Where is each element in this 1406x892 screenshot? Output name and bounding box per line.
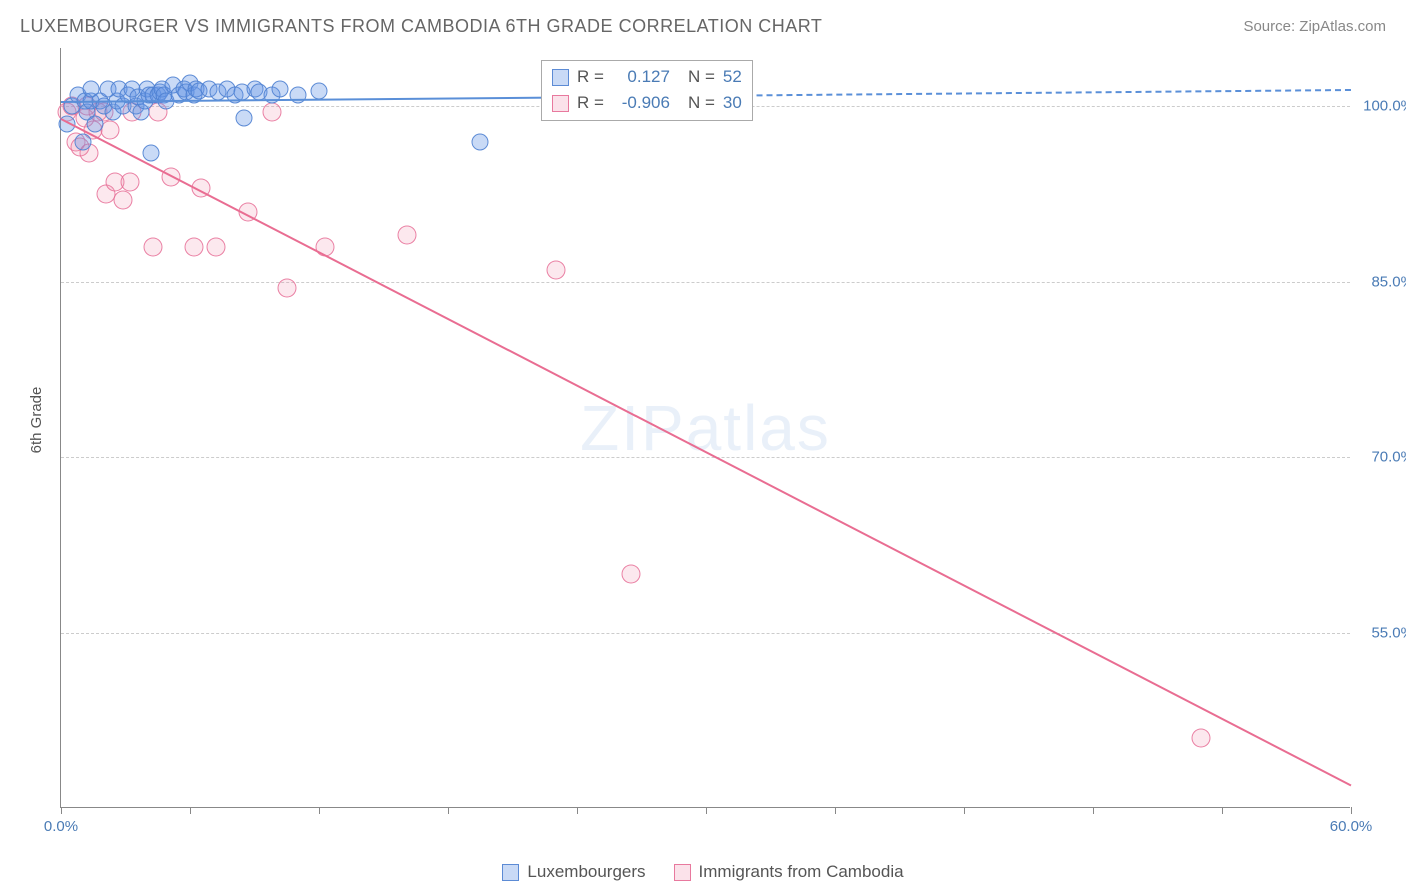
x-tick xyxy=(1351,807,1352,814)
x-tick-label: 0.0% xyxy=(44,818,78,835)
y-tick-label: 55.0% xyxy=(1371,624,1406,641)
stats-row: R = -0.906 N = 30 xyxy=(552,90,742,116)
x-tick xyxy=(190,807,191,814)
legend-label: Immigrants from Cambodia xyxy=(699,862,904,882)
gridline xyxy=(61,457,1350,458)
data-point xyxy=(206,237,225,256)
stats-row: R = 0.127 N = 52 xyxy=(552,64,742,90)
x-tick xyxy=(61,807,62,814)
correlation-stats-box: R = 0.127 N = 52 R = -0.906 N = 30 xyxy=(541,60,753,121)
x-tick xyxy=(319,807,320,814)
x-tick xyxy=(835,807,836,814)
legend-swatch xyxy=(502,864,519,881)
data-point xyxy=(114,191,133,210)
n-value: 30 xyxy=(723,90,742,116)
data-point xyxy=(185,237,204,256)
data-point xyxy=(277,278,296,297)
data-point xyxy=(1191,728,1210,747)
x-tick xyxy=(964,807,965,814)
n-label: N = xyxy=(688,64,715,90)
y-tick-label: 70.0% xyxy=(1371,449,1406,466)
y-tick-label: 85.0% xyxy=(1371,273,1406,290)
y-tick-label: 100.0% xyxy=(1363,98,1406,115)
n-value: 52 xyxy=(723,64,742,90)
r-value: -0.906 xyxy=(612,90,670,116)
legend-item: Immigrants from Cambodia xyxy=(674,862,904,882)
data-point xyxy=(262,103,281,122)
legend-swatch xyxy=(674,864,691,881)
x-tick xyxy=(577,807,578,814)
regression-line xyxy=(61,118,1352,786)
data-point xyxy=(546,261,565,280)
legend-item: Luxembourgers xyxy=(502,862,645,882)
data-point xyxy=(120,173,139,192)
data-point xyxy=(235,110,252,127)
data-point xyxy=(74,133,91,150)
x-tick xyxy=(1222,807,1223,814)
source-label: Source: ZipAtlas.com xyxy=(1243,18,1386,35)
r-label: R = xyxy=(577,90,604,116)
y-axis-label: 6th Grade xyxy=(28,387,45,454)
legend-label: Luxembourgers xyxy=(527,862,645,882)
x-tick xyxy=(448,807,449,814)
x-tick xyxy=(1093,807,1094,814)
data-point xyxy=(311,83,328,100)
gridline xyxy=(61,282,1350,283)
data-point xyxy=(87,116,104,133)
n-label: N = xyxy=(688,90,715,116)
legend-swatch xyxy=(552,95,569,112)
x-tick xyxy=(706,807,707,814)
data-point xyxy=(398,226,417,245)
data-point xyxy=(272,80,289,97)
data-point xyxy=(144,237,163,256)
data-point xyxy=(143,145,160,162)
series-legend: Luxembourgers Immigrants from Cambodia xyxy=(0,862,1406,882)
data-point xyxy=(472,133,489,150)
x-tick-label: 60.0% xyxy=(1330,818,1373,835)
r-label: R = xyxy=(577,64,604,90)
chart-title: LUXEMBOURGER VS IMMIGRANTS FROM CAMBODIA… xyxy=(20,16,822,37)
r-value: 0.127 xyxy=(612,64,670,90)
data-point xyxy=(621,565,640,584)
legend-swatch xyxy=(552,69,569,86)
gridline xyxy=(61,633,1350,634)
chart-plot-area: 55.0%70.0%85.0%100.0% ZIPatlas 0.0%60.0%… xyxy=(60,48,1350,808)
